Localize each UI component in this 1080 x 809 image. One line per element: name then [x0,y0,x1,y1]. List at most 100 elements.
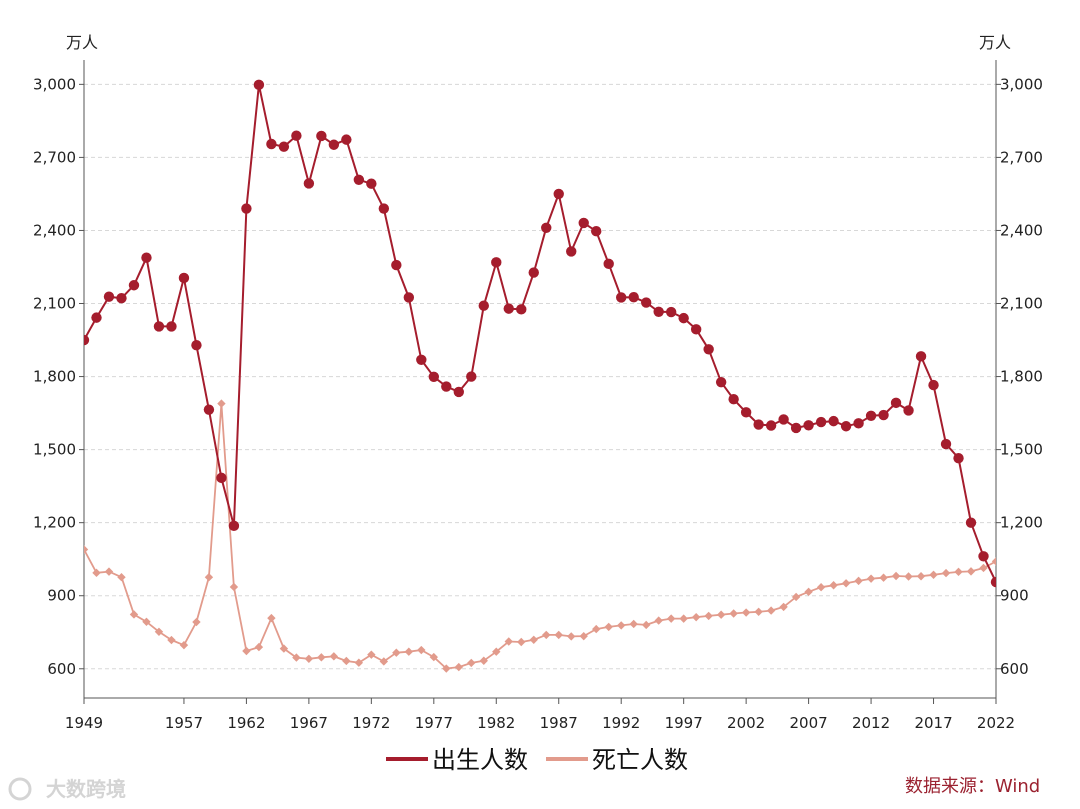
data-point-deaths [142,617,151,626]
data-point-deaths [479,656,488,665]
data-point-births [153,321,165,332]
y-tick-label-right: 600 [1000,660,1029,678]
data-point-deaths [579,631,588,641]
data-point-deaths [754,607,763,616]
data-point-deaths [492,647,501,656]
data-point-births [178,272,190,284]
y-tick-label-right: 1,500 [1000,441,1043,459]
data-point-births [765,420,777,431]
series-line-deaths [84,402,996,670]
x-tick-label: 1949 [65,714,103,732]
data-point-deaths [304,654,314,663]
data-point-deaths [84,545,89,554]
data-point-deaths [517,637,526,647]
data-point-deaths [417,645,426,655]
data-point-births [978,551,989,562]
data-point-births [628,291,639,303]
data-point-births [391,259,402,271]
y-tick-label-left: 1,200 [33,514,76,532]
data-point-deaths [929,570,938,579]
data-point-deaths [367,650,376,659]
y-tick-label-right: 3,000 [1000,75,1043,93]
data-point-births [616,292,627,303]
data-point-births [728,394,739,405]
left-unit-label: 万人 [66,33,98,52]
data-point-deaths [954,567,963,577]
data-point-deaths [429,652,439,662]
data-point-deaths [117,573,126,582]
data-point-births [466,371,477,382]
right-unit-label: 万人 [979,33,1011,52]
data-point-deaths [317,653,326,662]
data-point-births [965,517,977,528]
data-point-deaths [179,640,189,650]
data-point-births [653,306,664,317]
x-tick-label: 2007 [790,714,828,732]
x-tick-label: 2022 [977,714,1015,732]
x-tick-label: 2017 [914,714,952,732]
data-point-births [241,203,252,214]
data-point-births [678,312,689,324]
data-point-deaths [392,648,401,657]
data-point-births [278,141,290,152]
data-point-deaths [791,592,801,602]
data-point-deaths [891,571,901,581]
y-tick-label-left: 1,800 [33,368,76,386]
y-tick-label-left: 1,500 [33,441,76,459]
x-tick-label: 1987 [540,714,578,732]
data-point-deaths [554,630,563,640]
data-point-deaths [641,620,651,630]
data-point-deaths [879,573,888,582]
data-point-births [940,438,952,450]
data-point-births [915,351,927,362]
data-point-births [541,222,552,233]
data-point-deaths [979,563,988,573]
data-point-deaths [342,656,351,666]
series-line-births [84,83,996,583]
data-point-births [715,376,727,388]
data-point-births [453,386,464,398]
data-point-deaths [779,602,788,612]
x-tick-label: 2012 [852,714,890,732]
data-point-deaths [716,610,726,619]
data-point-deaths [629,619,638,629]
data-point-deaths [267,613,276,623]
data-point-deaths [804,587,813,597]
data-point-births [953,452,964,464]
y-tick-label-left: 2,700 [33,148,76,166]
y-axis-ticks: 600 600 900 900 1,200 1,200 1,500 1,500 1,800 1,8… [33,75,1043,677]
data-point-deaths [941,568,951,578]
x-tick-label: 1972 [352,714,390,732]
data-point-deaths [529,635,538,645]
data-point-deaths [104,567,114,576]
data-point-deaths [279,644,289,653]
data-point-deaths [841,579,851,588]
data-point-births [815,416,827,428]
x-tick-label: 2002 [727,714,765,732]
y-tick-label-right: 2,400 [1000,221,1043,239]
x-tick-label: 1962 [227,714,265,732]
data-point-deaths [966,567,976,576]
data-point-deaths [379,657,389,666]
y-tick-label-right: 900 [1000,587,1029,605]
y-tick-label-left: 900 [47,587,76,605]
data-point-births [753,419,764,430]
x-axis-ticks: 1949 1957 1962 1967 1972 1977 1982 1987 1992 1997… [65,698,1015,732]
data-point-births [478,300,489,311]
data-point-deaths [829,581,838,590]
data-point-deaths [129,610,139,619]
data-point-deaths [679,614,688,623]
source-note: 数据来源：Wind [905,776,1040,797]
data-point-births [403,292,415,303]
legend-label-deaths: 死亡人数 [592,746,688,774]
data-point-births [778,414,789,425]
data-point-deaths [766,606,776,615]
legend-label-births: 出生人数 [432,746,528,774]
watermark-text: 大数跨境 [46,777,126,801]
data-point-births [253,79,265,91]
data-point-deaths [467,658,476,668]
data-point-deaths [741,608,751,617]
data-point-births [353,174,365,186]
data-point-births [266,138,277,150]
